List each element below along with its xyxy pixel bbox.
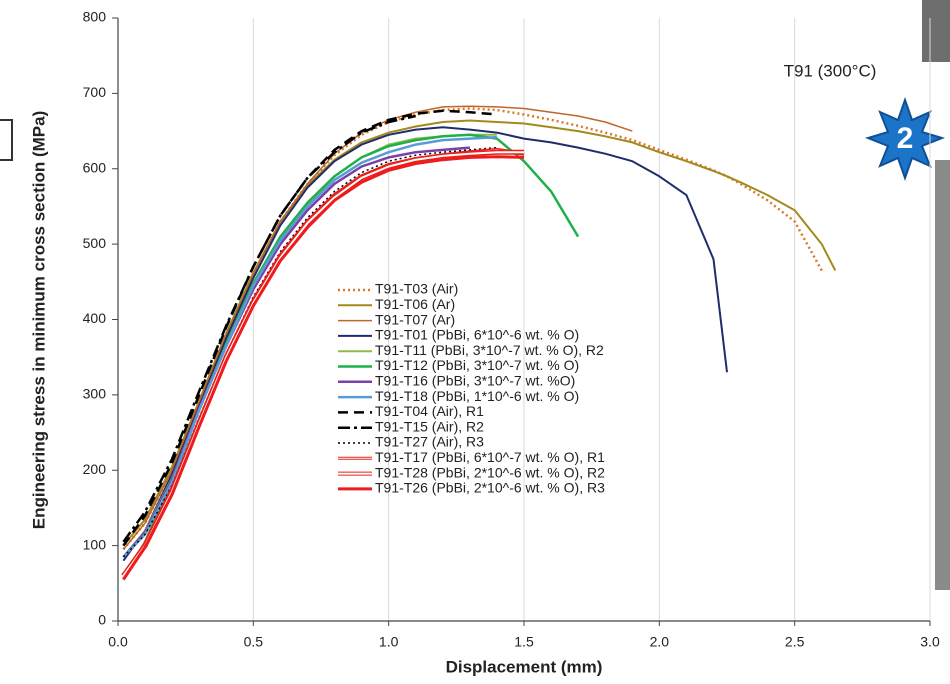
x-axis-title: Displacement (mm) xyxy=(446,657,603,676)
y-tick-label: 400 xyxy=(83,310,107,326)
legend-label: T91-T16 (PbBi, 3*10^-7 wt. %O) xyxy=(375,373,575,389)
series-line xyxy=(122,114,416,543)
y-tick-label: 800 xyxy=(83,9,107,25)
badge-text: 2 xyxy=(897,122,914,155)
side-bracket xyxy=(0,119,13,161)
legend-label: T91-T03 (Air) xyxy=(375,281,458,297)
series-line xyxy=(122,109,498,547)
y-tick-label: 100 xyxy=(83,536,107,552)
x-tick-label: 1.5 xyxy=(514,634,534,650)
legend-label: T91-T27 (Air), R3 xyxy=(375,434,484,450)
legend-label: T91-T12 (PbBi, 3*10^-7 wt. % O) xyxy=(375,357,579,373)
x-tick-label: 0.5 xyxy=(244,634,264,650)
x-tick-label: 1.0 xyxy=(379,634,399,650)
legend-label: T91-T26 (PbBi, 2*10^-6 wt. % O), R3 xyxy=(375,480,605,496)
legend-label: T91-T15 (Air), R2 xyxy=(375,418,484,434)
x-tick-label: 2.5 xyxy=(785,634,805,650)
y-tick-label: 700 xyxy=(83,84,107,100)
series-line xyxy=(122,135,497,558)
side-image xyxy=(935,160,950,590)
legend-label: T91-T07 (Ar) xyxy=(375,311,455,327)
badge xyxy=(864,96,946,182)
y-tick-label: 200 xyxy=(83,461,107,477)
legend-label: T91-T28 (PbBi, 2*10^-6 wt. % O), R2 xyxy=(375,464,605,480)
legend-label: T91-T17 (PbBi, 6*10^-7 wt. % O), R1 xyxy=(375,449,605,465)
y-tick-label: 600 xyxy=(83,159,107,175)
side-image xyxy=(922,0,950,62)
series-line xyxy=(122,107,823,551)
legend-label: T91-T06 (Ar) xyxy=(375,296,455,312)
x-tick-label: 3.0 xyxy=(920,634,940,650)
legend-label: T91-T01 (PbBi, 6*10^-6 wt. % O) xyxy=(375,327,579,343)
y-tick-label: 0 xyxy=(98,612,106,628)
y-tick-label: 300 xyxy=(83,386,107,402)
series-line xyxy=(122,126,728,562)
x-tick-label: 2.0 xyxy=(650,634,670,650)
legend-label: T91-T18 (PbBi, 1*10^-6 wt. % O) xyxy=(375,388,579,404)
y-axis-title: Engineering stress in minimum cross sect… xyxy=(29,111,48,530)
legend-label: T91-T04 (Air), R1 xyxy=(375,403,484,419)
legend-label: T91-T11 (PbBi, 3*10^-7 wt. % O), R2 xyxy=(375,342,604,358)
annotation: T91 (300°C) xyxy=(784,61,877,80)
series-line xyxy=(122,155,525,581)
y-tick-label: 500 xyxy=(83,235,107,251)
x-tick-label: 0.0 xyxy=(108,634,128,650)
